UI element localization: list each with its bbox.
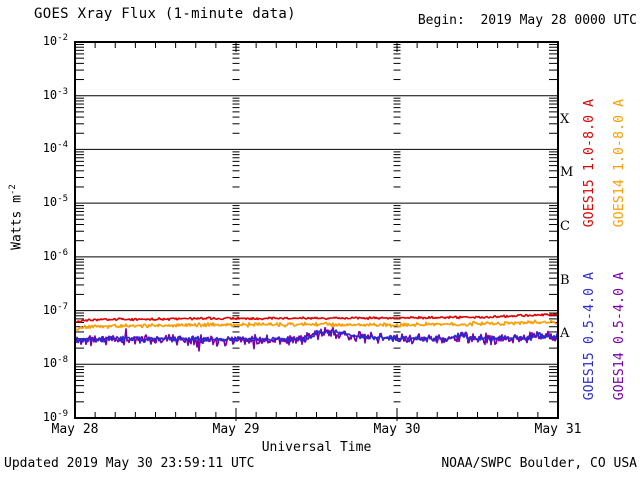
flare-class-b: B <box>560 272 570 288</box>
flare-class-x: X <box>560 111 570 127</box>
x-tick-label: May 31 <box>534 422 582 437</box>
plot-frame <box>74 41 559 419</box>
trace-goes15-0.5-4.0-a <box>75 329 558 344</box>
y-tick-label: 10-7 <box>42 301 68 317</box>
updated-timestamp: Updated 2019 May 30 23:59:11 UTC <box>4 456 255 471</box>
begin-timestamp: Begin: 2019 May 28 0000 UTC <box>417 13 637 28</box>
trace-goes15-1.0-8.0-a <box>75 313 558 323</box>
trace-goes14-1.0-8.0-a <box>75 319 558 331</box>
y-tick-label: 10-9 <box>42 409 68 424</box>
y-tick-label: 10-2 <box>42 33 68 48</box>
legend-goes14-1.0-8.0-a: GOES14 1.0-8.0 A <box>612 98 627 228</box>
legend-goes15-1.0-8.0-a: GOES15 1.0-8.0 A <box>582 98 597 228</box>
y-tick-label: 10-5 <box>42 194 68 210</box>
x-tick-label: May 30 <box>373 422 421 437</box>
credit-label: NOAA/SWPC Boulder, CO USA <box>441 456 637 471</box>
legend-goes15-0.5-4.0-a: GOES15 0.5-4.0 A <box>582 271 597 401</box>
x-tick-label: May 28 <box>51 422 99 437</box>
chart-title: GOES Xray Flux (1-minute data) <box>34 6 296 22</box>
y-tick-label: 10-3 <box>42 86 68 102</box>
flare-class-a: A <box>560 326 570 342</box>
x-tick-label: May 29 <box>212 422 260 437</box>
y-tick-label: 10-8 <box>42 355 68 371</box>
x-axis-title: Universal Time <box>261 440 372 455</box>
legend-goes14-0.5-4.0-a: GOES14 0.5-4.0 A <box>612 271 627 401</box>
y-tick-label: 10-4 <box>42 140 68 156</box>
flare-class-m: M <box>560 165 574 181</box>
y-tick-label: 10-6 <box>42 247 68 263</box>
flare-class-c: C <box>560 219 570 234</box>
